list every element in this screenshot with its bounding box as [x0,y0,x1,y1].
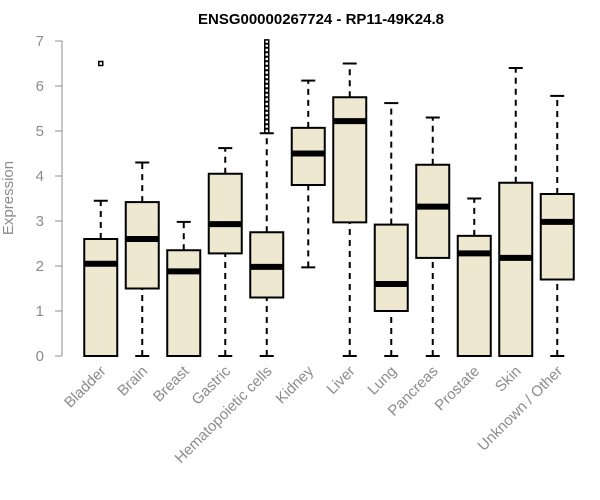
outlier-point [264,105,270,112]
box-lung [373,102,409,357]
outlier-point [264,87,270,94]
outlier-point [264,56,270,62]
outlier-point [264,114,270,121]
y-tick-label: 2 [36,258,44,275]
x-tick-label: Skin [492,363,525,396]
outlier-point [264,60,270,67]
outlier-point [264,74,270,80]
outlier-point [264,92,270,98]
outlier-point [264,128,270,134]
iqr-box [415,163,451,259]
outlier-point [264,78,270,85]
x-tick-label: Prostate [432,363,484,415]
y-axis-label: Expression [0,161,17,235]
outlier-point [264,83,270,89]
x-tick-label: Lung [364,363,400,399]
outlier-point [264,101,270,107]
iqr-box [83,238,119,357]
y-tick-label: 5 [36,123,44,140]
outlier-point [264,39,270,45]
chart-title: ENSG00000267724 - RP11-49K24.8 [198,11,444,28]
iqr-box [332,96,368,224]
box-liver [332,62,368,357]
iqr-box [166,249,202,357]
box-unknown-other [539,94,575,357]
y-tick-label: 0 [36,348,44,365]
x-tick-label: Kidney [273,362,318,407]
outlier-point [264,69,270,76]
box-bladder [83,60,119,357]
iqr-box [124,201,160,290]
box-breast [166,220,202,357]
outlier-point [264,110,270,116]
outlier-point [264,47,270,53]
iqr-box [498,181,534,357]
box-gastric [207,147,243,357]
y-tick-label: 3 [36,213,44,230]
box-kidney [290,79,326,269]
outlier-point [264,96,270,103]
y-tick-label: 7 [36,33,44,50]
outlier-point [264,65,270,71]
iqr-box [207,172,243,255]
outlier-point [264,119,270,125]
outlier-point [264,123,270,130]
outlier-point [98,60,104,67]
iqr-box [373,223,409,313]
box-skin [498,67,534,357]
x-tick-label: Brain [114,363,151,400]
y-tick-label: 4 [36,168,44,185]
y-axis: 0 1 2 3 4 5 6 7 [36,33,63,365]
box-brain [124,161,160,357]
boxes-group [83,39,575,358]
box-prostate [456,197,492,358]
outlier-point [264,51,270,58]
y-tick-label: 6 [36,78,44,95]
box-pancreas [415,116,451,357]
x-tick-label: Breast [150,362,193,405]
box-hematopoietic-cells [249,39,285,357]
iqr-box [539,193,575,281]
x-tick-label: Liver [324,363,359,398]
y-tick-label: 1 [36,303,44,320]
x-tick-label: Bladder [61,363,110,412]
